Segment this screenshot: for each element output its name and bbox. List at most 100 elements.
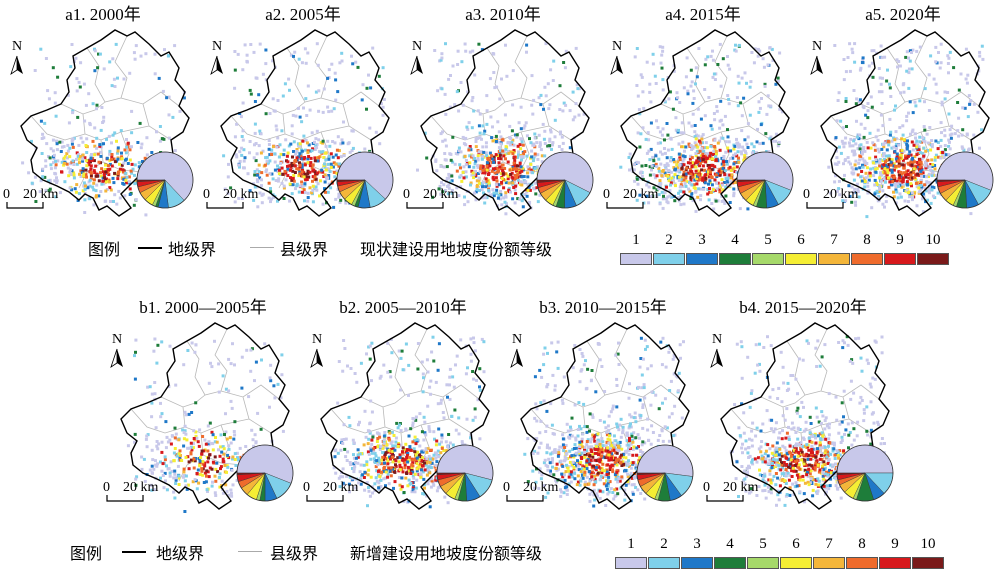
land-pixel: [922, 174, 926, 178]
land-pixel: [280, 129, 284, 133]
land-pixel: [873, 192, 877, 196]
land-pixel: [964, 47, 968, 51]
scale-bar: 0 20 km: [603, 187, 659, 209]
land-pixel: [577, 113, 581, 117]
land-pixel: [449, 74, 452, 77]
land-pixel: [519, 105, 523, 109]
land-pixel: [168, 471, 172, 475]
land-pixel: [265, 168, 269, 172]
land-pixel: [859, 66, 863, 70]
land-pixel: [249, 92, 253, 96]
land-pixel: [488, 193, 492, 197]
land-pixel: [439, 451, 443, 455]
land-pixel: [440, 181, 443, 185]
land-pixel: [113, 160, 117, 164]
land-pixel: [58, 191, 62, 195]
land-pixel: [303, 163, 307, 167]
land-pixel: [445, 176, 449, 180]
land-pixel: [422, 477, 426, 481]
land-pixel: [447, 433, 451, 436]
land-pixel: [888, 117, 892, 121]
land-pixel: [291, 169, 295, 173]
land-pixel: [737, 145, 741, 149]
land-pixel: [444, 440, 448, 444]
land-pixel: [306, 149, 310, 153]
land-pixel: [258, 176, 262, 180]
land-pixel: [896, 65, 899, 69]
land-pixel: [339, 475, 343, 479]
land-pixel: [926, 198, 930, 202]
land-pixel: [306, 84, 310, 88]
land-pixel: [326, 190, 330, 194]
land-pixel: [872, 49, 876, 53]
land-pixel: [378, 448, 382, 451]
land-pixel: [571, 90, 575, 94]
panel-title: b2. 2005—2010年: [339, 298, 467, 317]
land-pixel: [188, 446, 192, 450]
land-pixel: [435, 169, 439, 173]
land-pixel: [835, 119, 839, 123]
land-pixel: [384, 457, 388, 461]
land-pixel: [576, 87, 580, 91]
land-pixel: [304, 97, 308, 101]
land-pixel: [54, 172, 58, 176]
land-pixel: [173, 472, 177, 476]
land-pixel: [678, 189, 682, 193]
land-pixel: [276, 136, 280, 140]
land-pixel: [312, 168, 316, 172]
land-pixel: [367, 452, 371, 456]
county-boundary: [520, 131, 530, 171]
land-pixel: [208, 453, 212, 457]
land-pixel: [485, 196, 489, 200]
land-pixel: [120, 163, 124, 167]
land-pixel: [178, 456, 182, 460]
land-pixel: [499, 142, 503, 146]
land-pixel: [377, 458, 381, 462]
land-pixel: [511, 138, 515, 142]
land-pixel: [170, 469, 174, 473]
land-pixel: [652, 186, 656, 190]
land-pixel: [423, 461, 427, 465]
land-pixel: [406, 465, 410, 469]
land-pixel: [133, 354, 136, 358]
land-pixel: [418, 444, 422, 448]
land-pixel: [59, 150, 63, 153]
land-pixel: [198, 428, 202, 432]
land-pixel: [765, 150, 769, 153]
land-pixel: [245, 348, 249, 352]
land-pixel: [206, 449, 210, 453]
land-pixel: [303, 199, 306, 203]
land-pixel: [133, 440, 136, 444]
legend-swatch-level-6: [785, 253, 817, 265]
land-pixel: [499, 197, 502, 201]
land-pixel: [871, 161, 875, 165]
land-pixel: [68, 186, 72, 190]
land-pixel: [593, 458, 597, 462]
land-pixel: [252, 198, 256, 202]
land-pixel: [34, 200, 38, 203]
scale-zero: 0: [203, 187, 210, 202]
land-pixel: [497, 194, 501, 197]
land-pixel: [778, 107, 782, 111]
land-pixel: [197, 481, 201, 485]
land-pixel: [464, 175, 468, 179]
land-pixel: [92, 181, 96, 185]
land-pixel: [404, 442, 408, 446]
land-pixel: [372, 449, 376, 453]
land-pixel: [453, 408, 457, 412]
land-pixel: [66, 149, 70, 153]
land-pixel: [416, 342, 420, 345]
land-pixel: [675, 163, 679, 167]
land-pixel: [678, 101, 682, 104]
land-pixel: [576, 460, 580, 464]
land-pixel: [666, 163, 670, 167]
land-pixel: [173, 469, 177, 473]
land-pixel: [182, 363, 186, 367]
north-arrow-icon: N: [310, 332, 323, 368]
land-pixel: [869, 146, 873, 150]
county-boundary: [720, 91, 780, 107]
land-pixel: [843, 173, 846, 177]
land-pixel: [87, 92, 91, 96]
land-pixel: [496, 120, 500, 124]
land-pixel: [181, 475, 185, 479]
